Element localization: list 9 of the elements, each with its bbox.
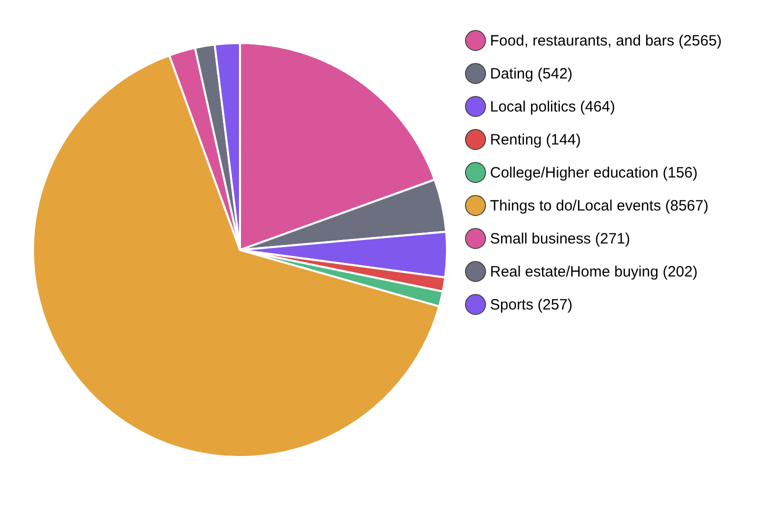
legend-label: Things to do/Local events (8567) [490,198,708,214]
legend-label: Small business (271) [490,230,630,248]
legend-label: Dating (542) [490,66,573,82]
legend-label: College/Higher education (156) [490,164,698,182]
legend-label: Renting (144) [490,132,581,148]
legend-label: Food, restaurants, and bars (2565) [490,32,722,50]
legend-label: Local politics (464) [490,98,616,116]
legend-label: Real estate/Home buying (202) [490,264,698,280]
legend-label: Sports (257) [490,296,573,314]
